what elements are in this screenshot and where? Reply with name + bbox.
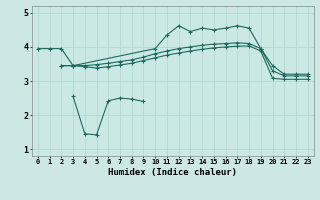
X-axis label: Humidex (Indice chaleur): Humidex (Indice chaleur): [108, 168, 237, 177]
